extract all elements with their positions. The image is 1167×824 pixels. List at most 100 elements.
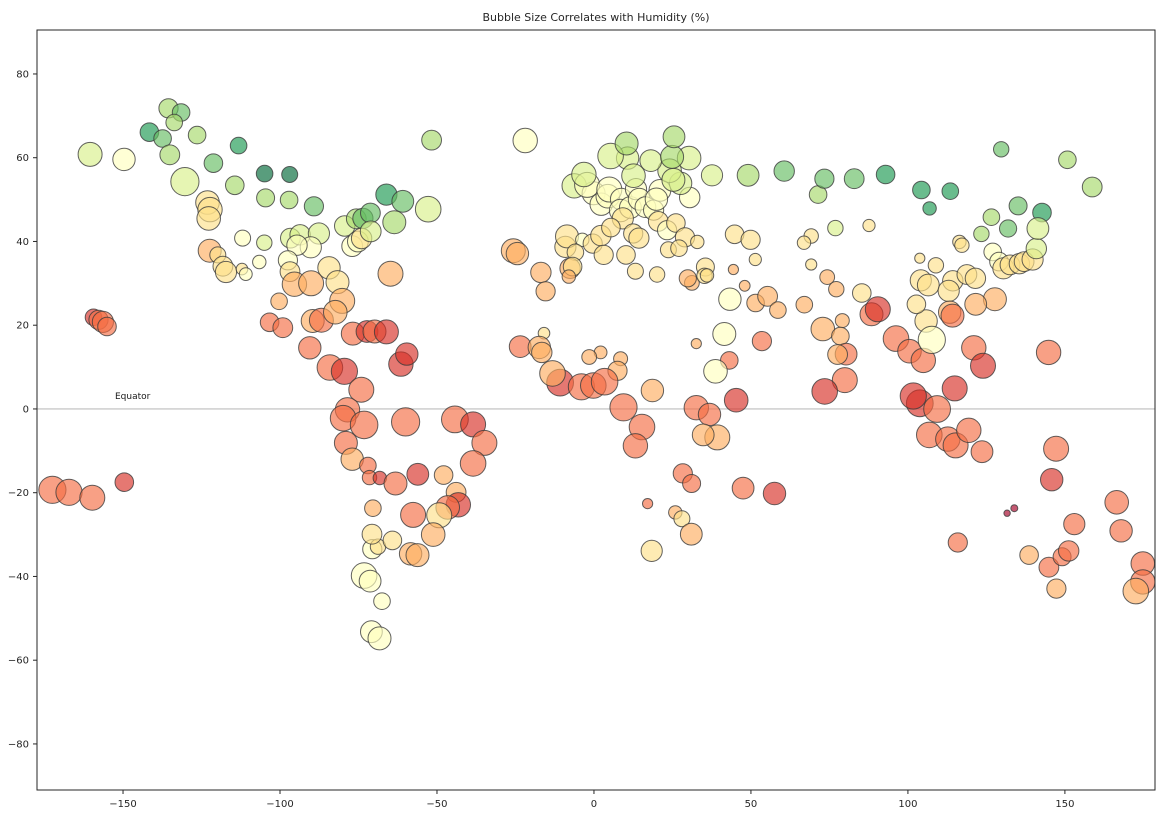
bubble xyxy=(539,360,566,387)
bubble xyxy=(666,213,686,233)
bubble xyxy=(906,294,927,315)
bubble xyxy=(679,522,703,546)
bubble xyxy=(256,188,276,208)
bubble xyxy=(947,532,968,553)
bubble xyxy=(359,220,382,243)
bubble xyxy=(279,190,299,210)
y-tick-label: −80 xyxy=(8,739,29,750)
bubble xyxy=(751,331,773,352)
y-tick-label: 0 xyxy=(23,404,29,415)
bubble xyxy=(1026,217,1050,240)
bubble xyxy=(796,235,812,250)
bubble xyxy=(640,539,663,563)
bubble xyxy=(1019,545,1039,565)
bubble xyxy=(923,395,951,423)
bubble xyxy=(471,429,498,456)
bubble xyxy=(648,266,666,283)
bubble xyxy=(377,260,404,287)
bubble xyxy=(358,569,382,593)
bubble xyxy=(229,136,248,155)
bubble xyxy=(561,269,576,284)
bubble xyxy=(814,168,835,189)
bubble xyxy=(395,342,419,366)
bubble xyxy=(459,450,487,477)
bubble xyxy=(956,417,982,443)
bubble xyxy=(1104,490,1129,515)
x-tick-label: 100 xyxy=(898,799,917,810)
bubble xyxy=(757,285,778,307)
bubble xyxy=(831,367,858,394)
bubble xyxy=(973,225,990,243)
bubble xyxy=(644,187,669,211)
bubble xyxy=(773,160,795,182)
bubble xyxy=(349,410,379,440)
bubble xyxy=(1010,504,1019,513)
bubble xyxy=(640,378,665,403)
y-tick-label: 80 xyxy=(16,69,29,80)
x-tick-label: −100 xyxy=(266,799,293,810)
bubble xyxy=(954,237,970,253)
bubble xyxy=(414,195,442,223)
bubble xyxy=(382,210,407,235)
bubble xyxy=(391,189,415,213)
bubble xyxy=(673,510,691,528)
bubble xyxy=(601,217,621,238)
bubble xyxy=(999,219,1018,238)
bubble xyxy=(79,484,106,511)
bubble xyxy=(691,423,715,447)
bubble xyxy=(97,316,117,337)
bubble xyxy=(593,244,614,265)
bubble xyxy=(937,279,960,302)
bubble xyxy=(970,352,996,379)
bubble xyxy=(1003,509,1011,517)
bubble xyxy=(1040,468,1064,492)
bubble xyxy=(1038,556,1060,578)
bubble xyxy=(77,141,103,167)
bubble xyxy=(916,273,940,297)
bubble xyxy=(367,626,392,651)
x-tick-label: 150 xyxy=(1055,799,1074,810)
bubble xyxy=(609,393,638,422)
bubble xyxy=(723,387,749,413)
equator-annotation: Equator xyxy=(115,392,151,402)
bubble xyxy=(535,281,556,302)
bubble xyxy=(373,319,399,345)
bubble xyxy=(272,317,294,339)
bubble xyxy=(512,127,538,154)
bubble xyxy=(286,234,308,256)
bubble xyxy=(718,287,742,311)
x-tick-label: −150 xyxy=(109,799,136,810)
bubble xyxy=(678,269,697,288)
bubble xyxy=(914,252,926,264)
bubble xyxy=(590,367,619,396)
bubble xyxy=(170,167,200,197)
bubble xyxy=(731,476,755,500)
bubble xyxy=(187,125,207,145)
bubble xyxy=(505,241,530,266)
y-tick-label: 60 xyxy=(16,153,29,164)
bubble xyxy=(614,131,639,156)
bubble xyxy=(697,402,722,427)
bubble xyxy=(1081,176,1103,198)
bubble xyxy=(159,144,181,166)
bubble xyxy=(964,292,988,316)
bubble xyxy=(899,382,927,410)
bubble xyxy=(727,263,740,276)
bubble xyxy=(843,168,865,190)
bubble xyxy=(348,376,375,403)
bubble xyxy=(982,208,1001,226)
bubble xyxy=(927,257,945,274)
y-tick-label: −60 xyxy=(8,656,29,667)
bubble xyxy=(1058,150,1077,170)
bubble xyxy=(1122,577,1150,605)
bubble xyxy=(420,522,446,547)
bubble xyxy=(712,322,737,346)
bubble xyxy=(762,481,787,506)
bubble xyxy=(225,175,245,196)
bubble xyxy=(238,267,253,282)
y-tick-label: 40 xyxy=(16,237,29,248)
bubble xyxy=(982,287,1007,312)
bubble xyxy=(1109,519,1133,543)
bubble xyxy=(252,254,267,270)
